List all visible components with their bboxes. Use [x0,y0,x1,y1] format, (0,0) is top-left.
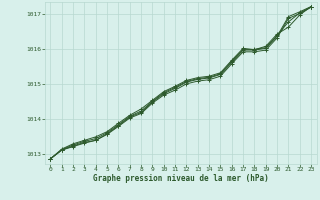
X-axis label: Graphe pression niveau de la mer (hPa): Graphe pression niveau de la mer (hPa) [93,174,269,183]
